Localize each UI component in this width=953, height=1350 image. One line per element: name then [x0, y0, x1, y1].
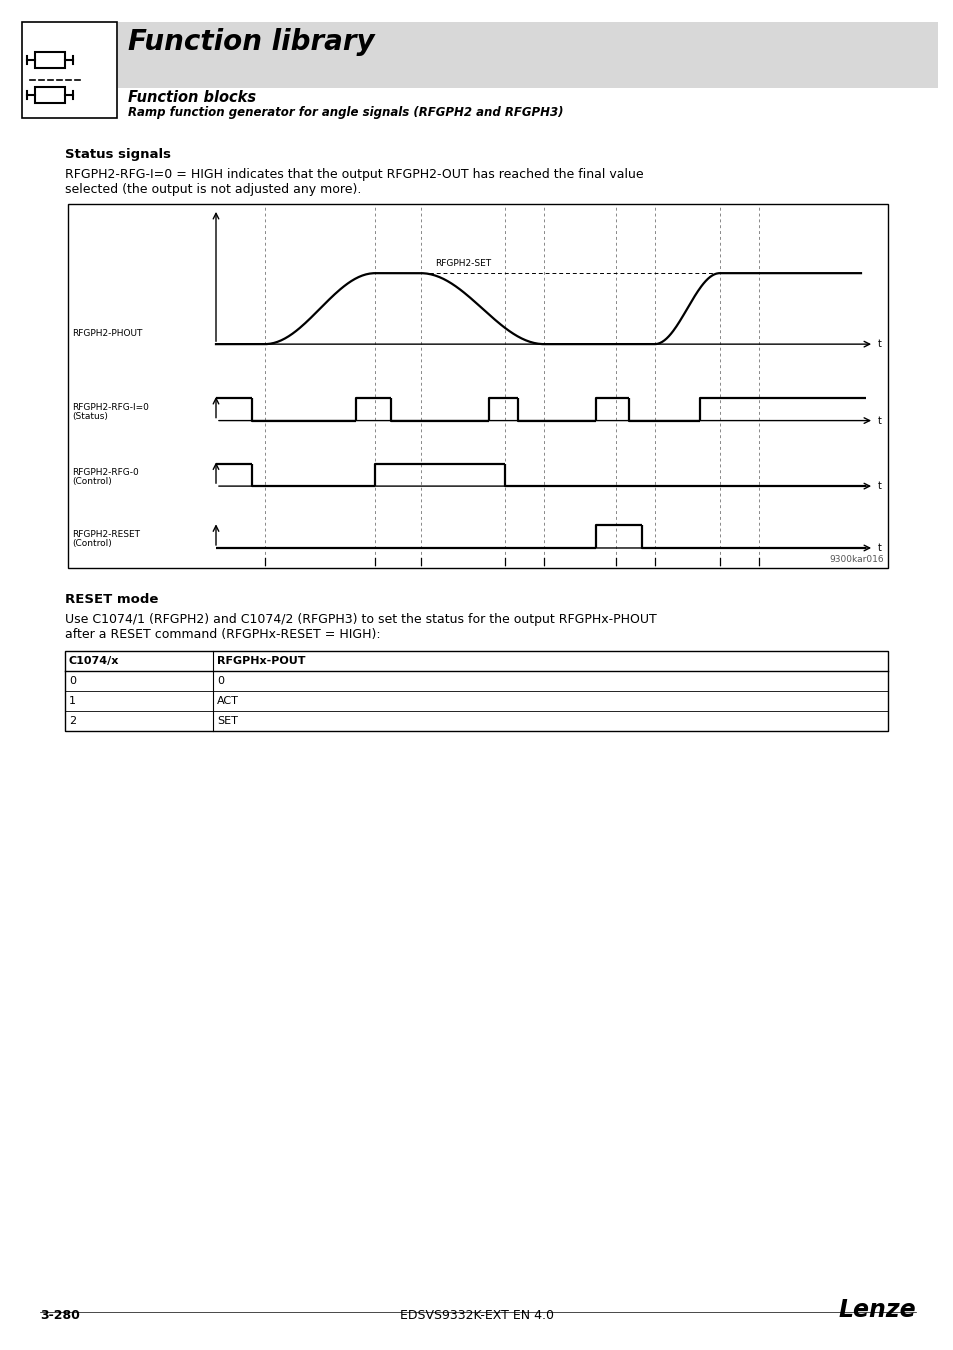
Text: after a RESET command (RFGPHx-RESET = HIGH):: after a RESET command (RFGPHx-RESET = HI… — [65, 628, 380, 641]
Text: Ramp function generator for angle signals (RFGPH2 and RFGPH3): Ramp function generator for angle signal… — [128, 107, 563, 119]
Text: t: t — [877, 416, 881, 425]
Text: 0: 0 — [216, 676, 224, 686]
Text: 1: 1 — [69, 697, 76, 706]
Text: Function blocks: Function blocks — [128, 90, 255, 105]
Bar — [35, 86, 65, 103]
Text: t: t — [877, 339, 881, 350]
Text: (Control): (Control) — [71, 539, 112, 548]
Bar — [65, 651, 887, 730]
Text: RFGPH2-SET: RFGPH2-SET — [435, 259, 491, 269]
Text: C1074/x: C1074/x — [69, 656, 119, 666]
Text: 9300kar016: 9300kar016 — [828, 555, 883, 564]
Text: Function library: Function library — [128, 28, 375, 55]
Bar — [35, 53, 65, 68]
Text: 2: 2 — [69, 716, 76, 726]
Text: 0: 0 — [69, 676, 76, 686]
Bar — [68, 204, 887, 568]
Text: (Control): (Control) — [71, 477, 112, 486]
Text: RFGPHx-POUT: RFGPHx-POUT — [216, 656, 305, 666]
Text: Lenze: Lenze — [838, 1297, 915, 1322]
Text: selected (the output is not adjusted any more).: selected (the output is not adjusted any… — [65, 184, 361, 196]
Text: RFGPH2-RESET: RFGPH2-RESET — [71, 531, 140, 539]
Text: RFGPH2-RFG-I=0: RFGPH2-RFG-I=0 — [71, 402, 149, 412]
Text: (Status): (Status) — [71, 412, 108, 421]
Text: Use C1074/1 (RFGPH2) and C1074/2 (RFGPH3) to set the status for the output RFGPH: Use C1074/1 (RFGPH2) and C1074/2 (RFGPH3… — [65, 613, 656, 626]
Text: RFGPH2-RFG-I=0 = HIGH indicates that the output RFGPH2-OUT has reached the final: RFGPH2-RFG-I=0 = HIGH indicates that the… — [65, 167, 643, 181]
Text: RFGPH2-RFG-0: RFGPH2-RFG-0 — [71, 468, 138, 477]
Bar — [118, 22, 937, 88]
Text: ACT: ACT — [216, 697, 238, 706]
Text: 3-280: 3-280 — [40, 1310, 80, 1322]
Text: EDSVS9332K-EXT EN 4.0: EDSVS9332K-EXT EN 4.0 — [399, 1310, 554, 1322]
Text: RFGPH2-PHOUT: RFGPH2-PHOUT — [71, 329, 142, 338]
Text: t: t — [877, 481, 881, 491]
Text: Status signals: Status signals — [65, 148, 171, 161]
Bar — [22, 22, 117, 117]
Text: SET: SET — [216, 716, 237, 726]
Text: RESET mode: RESET mode — [65, 593, 158, 606]
Text: t: t — [877, 543, 881, 554]
